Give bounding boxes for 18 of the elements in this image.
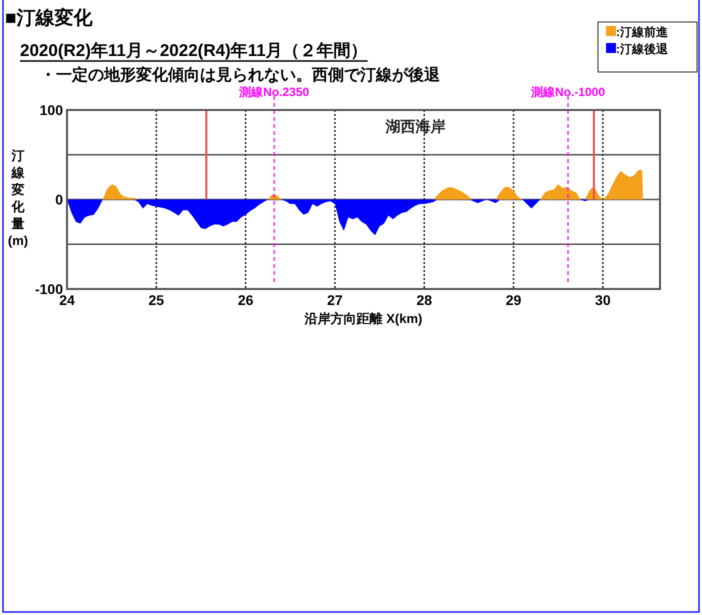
annotation: 湖西海岸 (384, 118, 446, 136)
x-tick-label: 28 (416, 292, 432, 308)
x-axis-title: 沿岸方向距離 X(km) (304, 311, 422, 326)
legend-label: :汀線前進 (616, 25, 669, 39)
x-tick-label: 25 (148, 292, 164, 308)
x-tick-label: 29 (506, 292, 522, 308)
chart-title: ■汀線変化 (5, 7, 94, 29)
x-tick-label: 26 (238, 292, 254, 308)
y-tick-label: 0 (55, 192, 64, 208)
y-axis-title: 汀線変化量(m) (8, 148, 28, 248)
x-tick-label: 27 (327, 292, 343, 308)
y-tick-label: 100 (40, 102, 64, 118)
x-tick-label: 30 (595, 292, 611, 308)
legend-label: :汀線後退 (616, 42, 669, 56)
ref-line-label: 測線No.2350 (238, 85, 310, 99)
text: ・一定の地形変化傾向は見られない。西側で汀線が後退 (40, 65, 441, 84)
chart-subtitle: 2020(R2)年11月～2022(R4)年11月（２年間） (20, 41, 368, 60)
ref-line-label: 測線No.-1000 (530, 85, 606, 99)
